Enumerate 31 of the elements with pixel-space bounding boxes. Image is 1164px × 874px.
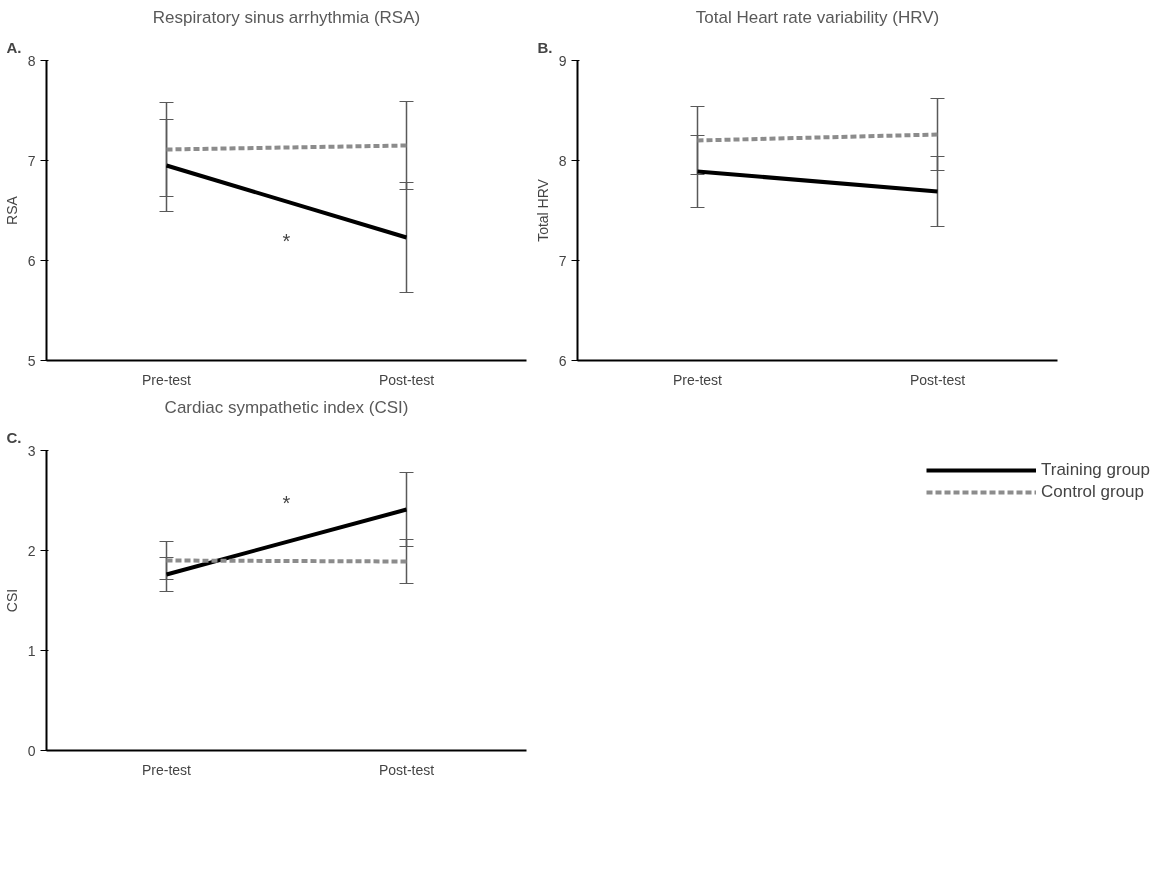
text: A.: [6, 38, 22, 56]
y-tick-label: 7: [558, 252, 567, 269]
y-tick-label: 0: [27, 742, 36, 759]
y-tick-label: 8: [558, 152, 567, 169]
annotation: *: [282, 229, 291, 252]
text: B.: [537, 38, 553, 56]
y-tick-label: 8: [27, 52, 36, 69]
text: Control group: [1041, 482, 1145, 502]
y-axis-title: Total HRV: [534, 178, 551, 242]
x-tick-label: Pre-test: [141, 371, 192, 388]
y-axis-title: CSI: [3, 588, 20, 613]
chart-title: Respiratory sinus arrhythmia (RSA): [152, 7, 421, 27]
x-tick-label: Pre-test: [672, 371, 723, 388]
y-tick-label: 9: [558, 52, 567, 69]
y-axis-title: RSA: [3, 195, 20, 225]
x-tick-label: Post-test: [378, 371, 435, 388]
x-tick-label: Post-test: [909, 371, 966, 388]
chart-title: Total Heart rate variability (HRV): [695, 7, 940, 27]
y-tick-label: 6: [27, 252, 36, 269]
text: Training group: [1041, 460, 1150, 480]
y-tick-label: 6: [558, 352, 567, 369]
x-tick-label: Post-test: [378, 761, 435, 778]
y-tick-label: 1: [27, 642, 36, 659]
y-tick-label: 7: [27, 152, 36, 169]
chart-title: Cardiac sympathetic index (CSI): [164, 397, 409, 417]
text: C.: [6, 428, 22, 446]
x-tick-label: Pre-test: [141, 761, 192, 778]
y-tick-label: 2: [27, 542, 36, 559]
y-tick-label: 3: [27, 442, 36, 459]
annotation: *: [282, 492, 291, 514]
y-tick-label: 5: [27, 352, 36, 369]
